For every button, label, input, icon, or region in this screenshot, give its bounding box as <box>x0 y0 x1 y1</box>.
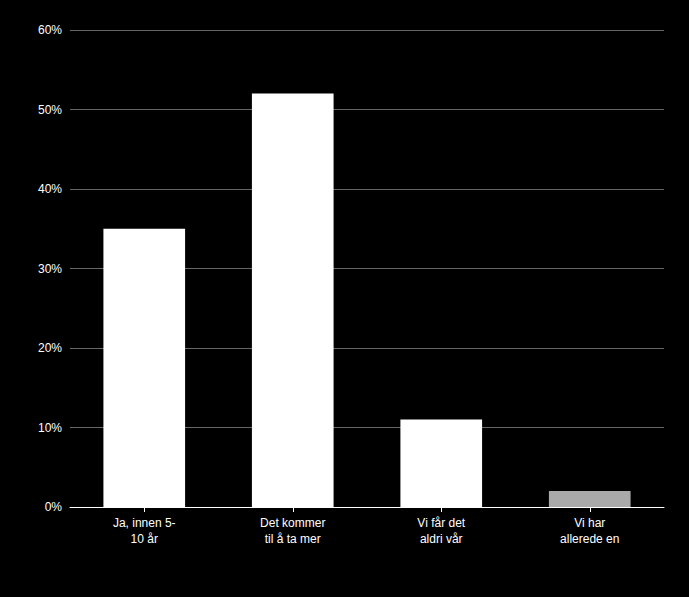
svg-text:Vi har: Vi har <box>574 516 605 530</box>
svg-text:30%: 30% <box>38 262 62 276</box>
svg-text:10 år: 10 år <box>131 532 158 546</box>
svg-text:allerede en: allerede en <box>560 532 619 546</box>
svg-text:50%: 50% <box>38 103 62 117</box>
svg-text:60%: 60% <box>38 23 62 37</box>
svg-text:10%: 10% <box>38 421 62 435</box>
svg-text:40%: 40% <box>38 182 62 196</box>
svg-text:til å ta mer: til å ta mer <box>265 532 321 546</box>
svg-text:Det kommer: Det kommer <box>260 516 325 530</box>
svg-text:Ja, innen 5-: Ja, innen 5- <box>113 516 176 530</box>
svg-text:20%: 20% <box>38 341 62 355</box>
svg-text:Vi får det: Vi får det <box>417 516 465 530</box>
svg-text:0%: 0% <box>45 500 63 514</box>
svg-text:aldri vår: aldri vår <box>420 532 463 546</box>
